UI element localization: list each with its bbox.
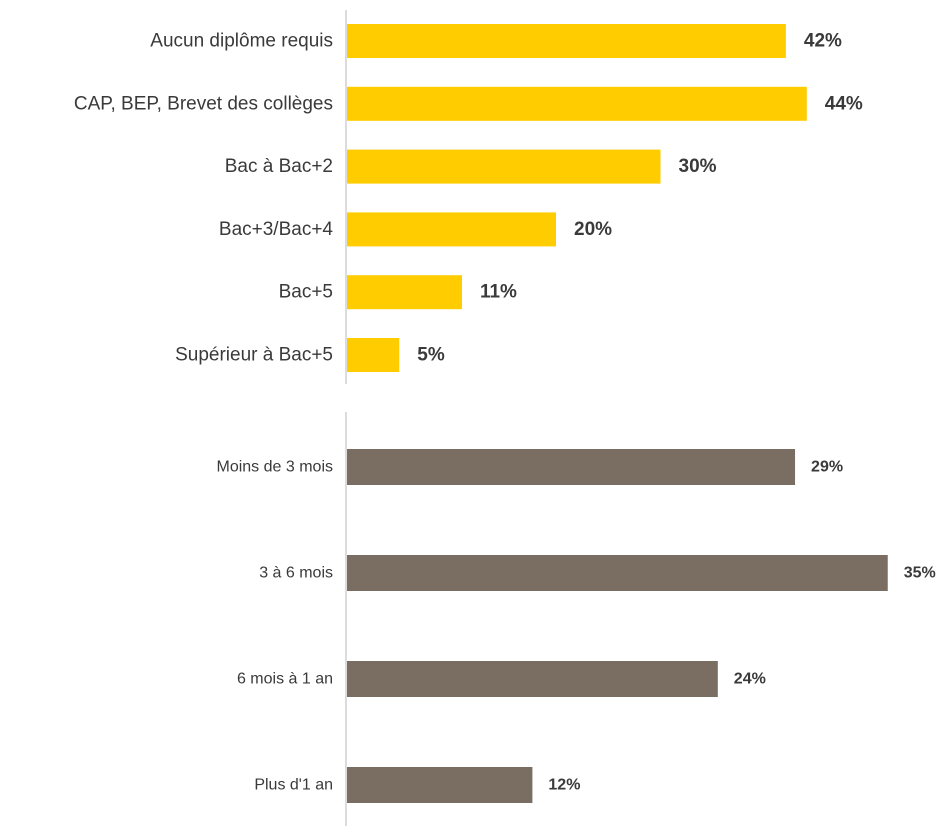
chart1-value-label: 30% xyxy=(679,156,717,177)
chart1-bar xyxy=(347,338,400,372)
chart-education-level: Aucun diplôme requis 42% CAP, BEP, Brevet … xyxy=(74,10,863,384)
chart1-category-label: Bac+3/Bac+4 xyxy=(219,219,334,240)
chart2-bar xyxy=(347,767,533,803)
chart1-bar xyxy=(347,212,556,247)
chart1-value-label: 44% xyxy=(825,93,863,114)
chart1-bar xyxy=(347,24,786,58)
chart1-category-label: Supérieur à Bac+5 xyxy=(175,345,333,366)
chart2-category-label: 3 à 6 mois xyxy=(259,565,333,582)
chart1-bar xyxy=(347,149,661,184)
chart1-value-label: 20% xyxy=(574,219,612,240)
chart2-category-label: Moins de 3 mois xyxy=(217,459,334,476)
chart1-category-label: Bac+5 xyxy=(279,282,333,303)
chart2-category-label: Plus d'1 an xyxy=(254,777,333,794)
chart1-value-label: 42% xyxy=(804,31,842,52)
chart2-bar xyxy=(347,555,888,591)
chart2-value-label: 35% xyxy=(904,565,936,582)
chart1-bar xyxy=(347,275,462,310)
chart2-value-label: 12% xyxy=(548,777,580,794)
chart2-value-label: 24% xyxy=(734,671,766,688)
chart1-value-label: 5% xyxy=(417,345,445,366)
chart-duration: Moins de 3 mois 29% 3 à 6 mois 35% 6 mois à … xyxy=(217,412,936,826)
chart2-value-label: 29% xyxy=(811,459,843,476)
chart1-category-label: CAP, BEP, Brevet des collèges xyxy=(74,93,333,114)
chart1-category-label: Bac à Bac+2 xyxy=(225,156,333,177)
chart2-bar xyxy=(347,449,796,485)
chart2-bar xyxy=(347,661,718,697)
chart1-bar xyxy=(347,86,807,121)
chart1-value-label: 11% xyxy=(480,282,517,303)
chart1-category-label: Aucun diplôme requis xyxy=(150,31,333,52)
chart2-category-label: 6 mois à 1 an xyxy=(237,671,333,688)
